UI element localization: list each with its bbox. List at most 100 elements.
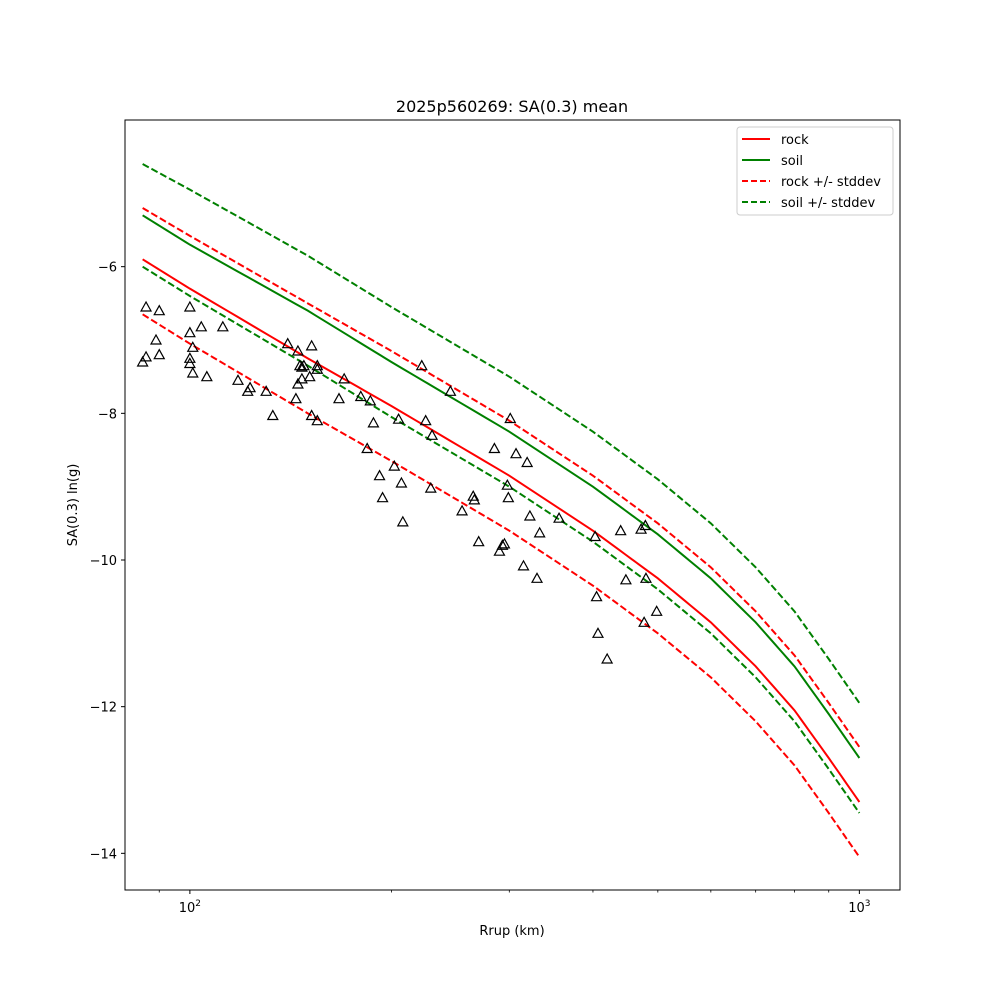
observation-point-11 (186, 366, 199, 378)
legend-label-3: soil +/- stddev (781, 196, 876, 211)
legend-label-0: rock (781, 133, 809, 148)
observation-point-19 (266, 409, 279, 421)
observation-point-49 (426, 429, 439, 440)
y-tick-label-3: −8 (98, 407, 117, 422)
y-tick-label-2: −10 (90, 554, 117, 569)
observation-point-26 (295, 360, 308, 372)
legend: rock soil rock +/- stddev soil +/- stddev (736, 126, 894, 216)
observation-point-36 (354, 390, 367, 402)
series-line-1 (142, 214, 861, 759)
observation-point-33 (311, 414, 324, 426)
observation-point-17 (244, 381, 257, 393)
observation-point-40 (373, 469, 386, 481)
observation-point-5 (153, 348, 166, 360)
observation-point-70 (590, 590, 603, 602)
observation-point-65 (523, 509, 536, 521)
observation-point-14 (216, 320, 229, 332)
observation-point-75 (635, 522, 648, 534)
observation-point-43 (392, 412, 405, 424)
observation-point-29 (305, 409, 318, 421)
observation-point-18 (260, 385, 273, 396)
observation-point-0 (136, 355, 149, 367)
series-line-2 (142, 207, 861, 748)
observation-point-61 (504, 412, 517, 424)
observation-point-34 (332, 392, 346, 404)
chart-title: 2025p560269: SA(0.3) mean (396, 97, 628, 116)
observation-point-56 (493, 544, 506, 556)
observation-point-59 (501, 478, 514, 490)
observation-point-52 (467, 489, 480, 501)
observation-point-7 (183, 326, 196, 338)
observation-point-60 (502, 491, 515, 503)
observation-point-23 (291, 344, 304, 356)
observation-point-21 (289, 392, 302, 404)
legend-box (736, 126, 894, 216)
observation-point-2 (140, 350, 153, 362)
observation-point-4 (153, 304, 166, 316)
legend-label-2: rock +/- stddev (781, 175, 881, 190)
series-line-4 (142, 163, 861, 704)
observation-point-6 (183, 300, 196, 312)
series-line-0 (142, 258, 861, 803)
observation-point-77 (639, 519, 652, 531)
observation-point-3 (149, 333, 163, 345)
observation-point-53 (468, 493, 481, 505)
y-tick-label-1: −12 (90, 701, 117, 716)
observation-point-62 (509, 447, 523, 459)
series-line-3 (142, 313, 861, 858)
observation-point-48 (424, 481, 437, 493)
observation-point-39 (367, 416, 380, 428)
y-tick-label-4: −6 (98, 261, 117, 276)
observation-point-74 (619, 573, 632, 585)
observation-point-66 (530, 572, 544, 583)
x-tick-label-1: 103 (848, 899, 870, 916)
observation-point-12 (195, 320, 208, 332)
observation-point-27 (297, 359, 310, 371)
observation-point-55 (488, 442, 501, 454)
observation-point-42 (388, 459, 401, 471)
observation-point-72 (601, 652, 614, 664)
observation-point-45 (396, 515, 409, 527)
observation-point-13 (200, 370, 213, 382)
observation-point-37 (361, 442, 374, 454)
observation-point-46 (415, 359, 428, 371)
observation-point-78 (639, 572, 652, 583)
observation-point-1 (140, 300, 153, 312)
observation-point-9 (183, 357, 196, 369)
observation-point-47 (419, 414, 432, 426)
observation-point-22 (291, 377, 304, 389)
observation-point-76 (638, 616, 651, 627)
observation-point-50 (444, 385, 457, 396)
y-axis-label: SA(0.3) ln(g) (66, 464, 81, 547)
observation-point-64 (521, 456, 534, 468)
observation-point-73 (614, 524, 627, 536)
observation-point-57 (496, 539, 509, 550)
observation-point-31 (311, 359, 324, 371)
observation-point-20 (281, 337, 294, 349)
observation-point-28 (303, 370, 316, 382)
observation-point-32 (311, 363, 324, 374)
legend-label-1: soil (781, 154, 803, 169)
axes: −14 −12 −10 −8 −6 102 103 (90, 119, 901, 916)
observation-point-10 (186, 341, 199, 352)
plot-content (136, 163, 861, 858)
observation-point-38 (364, 394, 377, 406)
observation-point-67 (533, 526, 546, 538)
y-tick-label-0: −14 (90, 847, 117, 862)
observation-point-15 (231, 374, 245, 385)
observation-point-51 (456, 504, 469, 516)
x-axis-label: Rrup (km) (479, 924, 544, 939)
observation-point-25 (295, 372, 308, 384)
plot-area (136, 163, 861, 858)
observation-point-71 (591, 627, 605, 638)
observation-point-54 (472, 535, 485, 547)
observation-point-30 (305, 339, 318, 351)
observation-point-58 (498, 537, 511, 549)
observation-point-44 (395, 476, 408, 488)
observation-point-69 (589, 530, 602, 542)
plot-frame (124, 119, 901, 891)
observation-point-35 (338, 372, 351, 384)
observation-point-41 (376, 491, 389, 503)
x-tick-label-0: 102 (179, 899, 201, 916)
